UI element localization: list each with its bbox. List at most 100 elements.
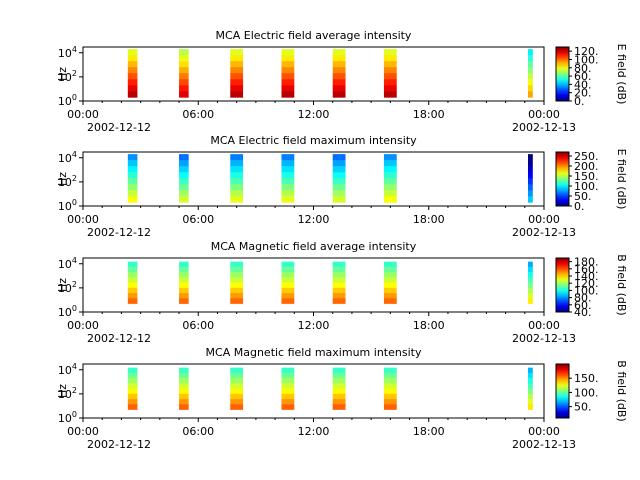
y-tick-label: 102	[58, 280, 77, 295]
band-cell	[527, 73, 533, 80]
band-cell	[230, 282, 244, 289]
band-cell	[383, 79, 397, 86]
band-cell	[383, 61, 397, 68]
band-cell	[383, 378, 397, 384]
band-cell	[332, 404, 346, 410]
band-cell	[332, 266, 346, 273]
band-cell	[230, 85, 244, 92]
band-cell	[230, 293, 244, 299]
band-cell	[127, 388, 138, 395]
colorbar-tick-label: 200.	[574, 160, 599, 173]
band-cell	[527, 49, 533, 56]
y-tick-exponent: 0	[72, 198, 77, 207]
band-cell	[383, 55, 397, 62]
band-cell	[230, 184, 244, 191]
band-cell	[230, 160, 244, 167]
band-cell	[230, 178, 244, 185]
y-tick-label: 100	[58, 198, 77, 213]
spectrogram-band	[179, 49, 189, 98]
spectrogram-band	[179, 261, 189, 304]
y-tick-base: 10	[58, 200, 72, 213]
band-cell	[527, 61, 533, 68]
colorbar-label: E field (dB)	[615, 149, 628, 210]
band-cell	[281, 293, 295, 299]
band-cell	[281, 55, 295, 62]
y-tick-label: 104	[58, 362, 77, 377]
band-cell	[230, 367, 244, 374]
band-cell	[281, 367, 295, 374]
band-group	[127, 261, 533, 304]
band-cell	[127, 272, 138, 278]
band-cell	[230, 55, 244, 62]
band-cell	[281, 184, 295, 191]
band-cell	[527, 67, 533, 74]
band-cell	[230, 388, 244, 395]
band-cell	[527, 55, 533, 62]
y-tick-base: 10	[58, 95, 72, 108]
band-cell	[281, 287, 295, 294]
colorbar-label: B field (dB)	[615, 254, 628, 315]
band-cell	[383, 190, 397, 197]
band-cell	[127, 399, 138, 405]
band-cell	[527, 383, 533, 389]
band-cell	[332, 61, 346, 68]
x-tick-label: 00:00	[528, 319, 560, 332]
band-cell	[281, 73, 295, 80]
band-cell	[179, 91, 189, 98]
band-cell	[127, 287, 138, 294]
band-cell	[527, 91, 533, 98]
band-cell	[281, 282, 295, 289]
y-tick-exponent: 4	[72, 150, 77, 159]
y-tick-exponent: 0	[72, 410, 77, 419]
y-tick-base: 10	[58, 47, 72, 60]
y-tick-base: 10	[58, 412, 72, 425]
y-tick-exponent: 0	[72, 93, 77, 102]
colorbar-tick-label: 20.	[574, 87, 592, 100]
colorbar-tick-label: 100.	[574, 53, 599, 66]
x-tick-label: 00:00	[528, 425, 560, 438]
band-cell	[332, 367, 346, 374]
band-cell	[332, 298, 346, 304]
band-cell	[527, 266, 533, 273]
band-cell	[527, 178, 533, 185]
x-tick-label: 12:00	[298, 213, 330, 226]
band-cell	[281, 277, 295, 283]
x-tick-label: 06:00	[182, 319, 214, 332]
y-tick-base: 10	[58, 176, 72, 189]
band-cell	[127, 404, 138, 410]
spectrogram-band	[230, 154, 244, 203]
band-cell	[383, 172, 397, 179]
x-tick-label: 12:00	[298, 425, 330, 438]
spectrogram-band	[332, 367, 346, 410]
band-cell	[179, 55, 189, 62]
band-cell	[383, 73, 397, 80]
x-date-label-end: 2002-12-13	[512, 332, 576, 345]
band-cell	[527, 372, 533, 379]
band-cell	[383, 166, 397, 173]
y-axis-label: Hz	[56, 172, 69, 186]
band-cell	[332, 55, 346, 62]
spectrogram-band	[230, 49, 244, 98]
panel-title: MCA Electric field maximum intensity	[210, 134, 417, 147]
band-cell	[527, 85, 533, 92]
band-cell	[127, 196, 138, 203]
colorbar-tick-label: 80.	[574, 292, 592, 305]
band-cell	[383, 67, 397, 74]
spectrogram-band	[383, 261, 397, 304]
band-cell	[127, 190, 138, 197]
panel-2: MCA Electric field maximum intensity1001…	[56, 134, 628, 239]
band-cell	[527, 293, 533, 299]
band-cell	[127, 55, 138, 62]
band-cell	[332, 261, 346, 268]
band-cell	[332, 293, 346, 299]
y-tick-exponent: 0	[72, 304, 77, 313]
band-cell	[179, 178, 189, 185]
band-cell	[179, 73, 189, 80]
band-cell	[179, 61, 189, 68]
band-cell	[230, 67, 244, 74]
x-tick-label: 06:00	[182, 213, 214, 226]
band-cell	[179, 388, 189, 395]
x-tick-label: 00:00	[528, 108, 560, 121]
panel-title: MCA Electric field average intensity	[216, 29, 412, 42]
